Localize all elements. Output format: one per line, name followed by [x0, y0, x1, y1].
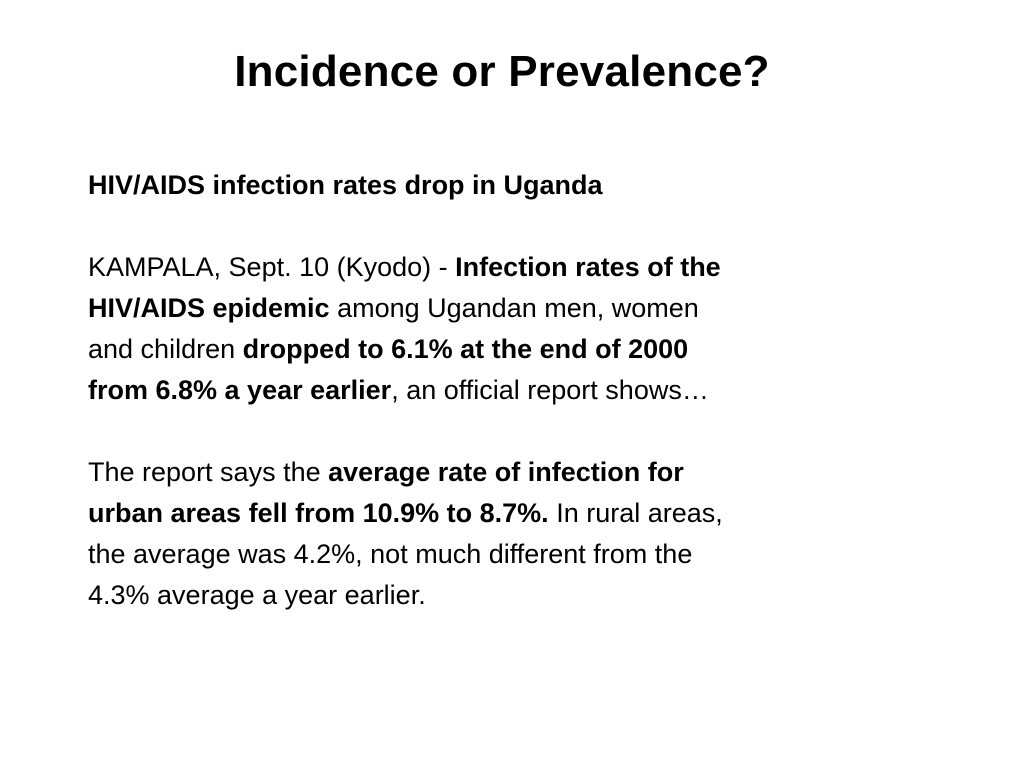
paragraph-kampala-report: KAMPALA, Sept. 10 (Kyodo) - Infection ra… — [88, 247, 948, 411]
headline: HIV/AIDS infection rates drop in Uganda — [88, 165, 948, 206]
p2-line2-bold: urban areas fell from 10.9% to 8.7%. — [88, 498, 549, 528]
p2-line2-plain: In rural areas, — [548, 498, 723, 528]
p2-line1-bold: average rate of infection for — [328, 457, 684, 487]
p1-line4-plain: , an official report shows… — [391, 375, 709, 405]
p2-line3-plain: the average was 4.2%, not much different… — [88, 539, 693, 569]
paragraph-spacer — [88, 411, 948, 452]
p1-line1-plain: KAMPALA, Sept. 10 (Kyodo) - — [88, 252, 456, 282]
paragraph-spacer — [88, 206, 948, 247]
p1-line2-plain: among Ugandan men, women — [329, 293, 699, 323]
p1-line1-bold: Infection rates of the — [455, 252, 721, 282]
p2-line4-plain: 4.3% average a year earlier. — [88, 580, 426, 610]
slide-title: Incidence or Prevalence? — [234, 47, 770, 96]
paragraph-urban-rural-rates: The report says the average rate of infe… — [88, 452, 948, 616]
p1-line4-bold: from 6.8% a year earlier — [88, 375, 392, 405]
p2-line1-plain: The report says the — [88, 457, 329, 487]
headline-text: HIV/AIDS infection rates drop in Uganda — [88, 170, 603, 200]
slide-body: HIV/AIDS infection rates drop in Uganda … — [88, 165, 948, 616]
p1-line3-plain: and children — [88, 334, 243, 364]
p1-line3-bold: dropped to 6.1% at the end of 2000 — [242, 334, 689, 364]
p1-line2-bold: HIV/AIDS epidemic — [88, 293, 330, 323]
